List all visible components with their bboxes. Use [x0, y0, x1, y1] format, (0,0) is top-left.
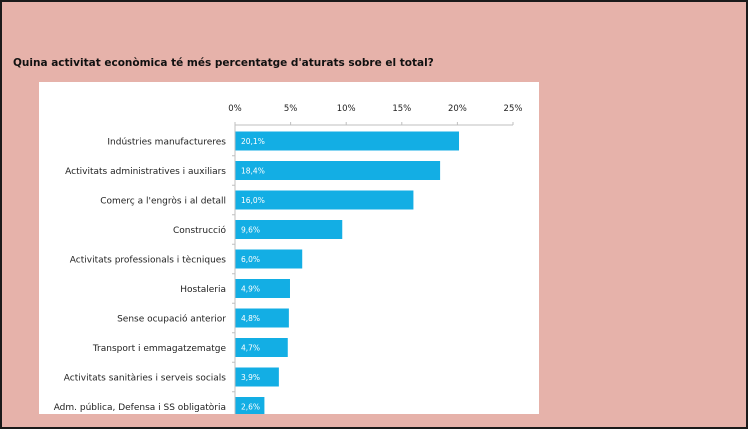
- category-label: Comerç a l'engròs i al detall: [100, 196, 226, 207]
- category-label: Activitats sanitàries i serveis socials: [64, 374, 227, 384]
- data-label: 16,0%: [241, 196, 265, 205]
- category-label: Indústries manufactureres: [107, 138, 226, 148]
- bar: [235, 397, 265, 414]
- bar: [235, 338, 288, 357]
- data-label: 3,9%: [241, 373, 260, 382]
- category-label: Hostaleria: [180, 285, 226, 295]
- category-label: Sense ocupació anterior: [117, 314, 226, 325]
- data-label: 2,6%: [241, 403, 260, 412]
- category-label: Activitats professionals i tècniques: [70, 255, 227, 266]
- x-tick-label: 15%: [392, 104, 411, 114]
- bar: [235, 367, 279, 387]
- data-label: 4,9%: [241, 285, 260, 294]
- x-tick-label: 20%: [448, 104, 467, 114]
- bar: [235, 220, 343, 239]
- data-label: 9,6%: [241, 226, 260, 235]
- data-label: 18,4%: [241, 167, 265, 176]
- x-tick-label: 10%: [337, 104, 356, 114]
- data-label: 4,8%: [241, 314, 260, 323]
- x-tick-label: 5%: [284, 104, 298, 114]
- question-text: Quina activitat econòmica té més percent…: [13, 57, 434, 69]
- category-label: Activitats administratives i auxiliars: [65, 167, 226, 177]
- chart-panel: 0% 5% 10% 15% 20% 25% Indústries manufacturere…: [39, 82, 539, 414]
- bar-chart: 0% 5% 10% 15% 20% 25% Indústries manufacturere…: [54, 104, 523, 414]
- category-label: Construcció: [173, 225, 227, 236]
- data-label: 4,7%: [241, 344, 260, 353]
- bar: [235, 131, 460, 151]
- data-label: 20,1%: [241, 137, 265, 146]
- x-tick-label: 0%: [228, 104, 242, 114]
- bar: [235, 161, 441, 180]
- bar: [235, 279, 290, 298]
- bar: [235, 308, 289, 328]
- bar: [235, 190, 414, 210]
- data-label: 6,0%: [241, 255, 260, 264]
- category-label: Adm. pública, Defensa i SS obligatòria: [54, 402, 226, 413]
- x-tick-label: 25%: [504, 104, 523, 114]
- bar: [235, 249, 303, 269]
- category-label: Transport i emmagatzematge: [92, 344, 227, 354]
